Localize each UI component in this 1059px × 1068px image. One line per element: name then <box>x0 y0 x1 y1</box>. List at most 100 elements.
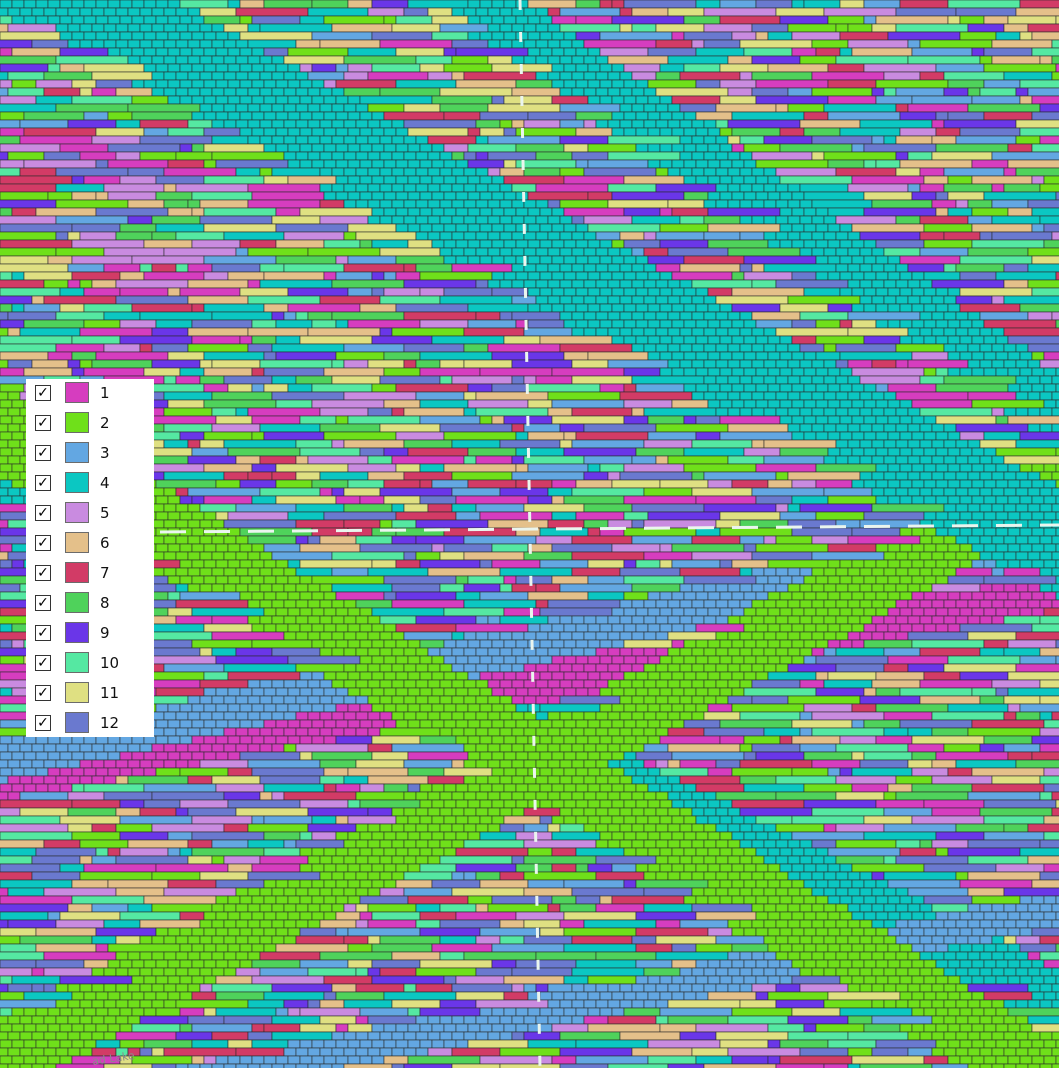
cluster-4-polygon <box>319 119 333 129</box>
cluster-11-polygon <box>503 335 541 345</box>
cluster-3-polygon <box>271 679 285 689</box>
cluster-8-polygon <box>23 111 85 121</box>
cluster-3-polygon <box>919 247 969 257</box>
cluster-10-polygon <box>0 15 13 25</box>
cluster-1-polygon <box>1015 583 1029 593</box>
cluster-2-polygon <box>827 575 841 585</box>
cluster-8-polygon <box>751 71 813 81</box>
cluster-8-polygon <box>419 735 457 745</box>
cluster-3-polygon <box>299 687 313 697</box>
cluster-4-polygon <box>155 319 193 329</box>
cluster-3-polygon <box>203 255 277 265</box>
cluster-4-polygon <box>787 375 801 385</box>
cluster-4-polygon <box>643 103 657 113</box>
cluster-4-polygon <box>967 439 981 449</box>
cluster-4-polygon <box>1055 543 1059 553</box>
cluster-6-polygon <box>47 255 73 265</box>
cluster-5-polygon <box>691 551 753 561</box>
cluster-10-polygon <box>491 543 529 553</box>
cluster-2-polygon <box>187 551 201 561</box>
cluster-1-polygon <box>503 671 517 681</box>
cluster-4-polygon <box>1027 471 1041 481</box>
cluster-2-polygon <box>343 647 357 657</box>
cluster-2-polygon <box>487 695 501 705</box>
cluster-2-polygon <box>311 639 325 649</box>
cluster-4-polygon <box>403 135 417 145</box>
cluster-4-polygon <box>415 231 429 241</box>
cluster-4-polygon <box>947 287 961 297</box>
cluster-4-polygon <box>407 175 421 185</box>
cluster-1-polygon <box>19 775 33 785</box>
cluster-4-polygon <box>631 327 645 337</box>
cluster-6-polygon <box>679 263 741 273</box>
cluster-6-polygon <box>871 679 921 689</box>
cluster-3-polygon <box>779 511 817 521</box>
cluster-4-polygon <box>695 815 709 825</box>
cluster-2-polygon <box>419 655 433 665</box>
cluster-4-polygon <box>163 471 225 481</box>
cluster-3-polygon <box>467 319 517 329</box>
cluster-5-polygon <box>883 71 921 81</box>
cluster-2-polygon <box>751 599 765 609</box>
cluster-2-polygon <box>967 727 1041 737</box>
cluster-4-polygon <box>1007 495 1021 505</box>
cluster-4-polygon <box>935 447 949 457</box>
cluster-2-polygon <box>715 695 729 705</box>
cluster-2-polygon <box>559 759 573 769</box>
cluster-4-polygon <box>379 183 393 193</box>
cluster-7-polygon <box>107 847 121 857</box>
cluster-4-polygon <box>947 207 973 217</box>
cluster-2-polygon <box>535 727 549 737</box>
cluster-4-polygon <box>403 199 417 209</box>
cluster-7-polygon <box>227 671 301 681</box>
cluster-4-polygon <box>967 359 981 369</box>
cluster-4-polygon <box>607 263 621 273</box>
cluster-2-polygon <box>311 575 385 585</box>
cluster-3-polygon <box>527 623 541 633</box>
cluster-4-polygon <box>403 215 417 225</box>
cluster-3-polygon <box>487 631 501 641</box>
cluster-11-polygon <box>371 751 409 761</box>
cluster-2-polygon <box>167 575 181 585</box>
cluster-2-polygon <box>323 671 337 681</box>
cluster-10-polygon <box>899 687 973 697</box>
cluster-4-polygon <box>455 223 469 233</box>
cluster-4-polygon <box>1007 511 1021 521</box>
cluster-6-polygon <box>851 47 913 57</box>
cluster-7-polygon <box>671 95 721 105</box>
cluster-3-polygon <box>307 71 345 81</box>
cluster-8-polygon <box>895 791 969 801</box>
cluster-11-polygon <box>551 415 625 425</box>
cluster-11-polygon <box>775 7 825 17</box>
cluster-5-polygon <box>1027 311 1053 321</box>
cluster-2-polygon <box>515 783 529 793</box>
cluster-1-polygon <box>955 599 969 609</box>
cluster-4-polygon <box>631 279 645 289</box>
cluster-2-polygon <box>451 711 465 721</box>
cluster-4-polygon <box>919 487 933 497</box>
cluster-3-polygon <box>155 719 169 729</box>
cluster-10-polygon <box>175 231 225 241</box>
cluster-4-polygon <box>775 391 789 401</box>
cluster-4-polygon <box>1031 527 1045 537</box>
cluster-3-polygon <box>191 447 229 457</box>
cluster-2-polygon <box>163 503 177 513</box>
cluster-6-polygon <box>575 127 613 137</box>
cluster-2-polygon <box>935 847 949 857</box>
cluster-2-polygon <box>479 815 493 825</box>
cluster-6-polygon <box>31 359 69 369</box>
cluster-4-polygon <box>839 399 853 409</box>
cluster-2-polygon <box>223 567 237 577</box>
cluster-6-polygon <box>971 767 1045 777</box>
cluster-2-polygon <box>695 671 709 681</box>
cluster-4-polygon <box>55 183 105 193</box>
cluster-4-polygon <box>907 455 921 465</box>
cluster-2-polygon <box>355 791 405 801</box>
cluster-2-polygon <box>655 823 669 833</box>
cluster-4-polygon <box>515 191 529 201</box>
cluster-7-polygon <box>0 239 73 249</box>
cluster-11-polygon <box>19 807 69 817</box>
cluster-10-polygon <box>623 511 649 521</box>
cluster-2-polygon <box>715 631 729 641</box>
